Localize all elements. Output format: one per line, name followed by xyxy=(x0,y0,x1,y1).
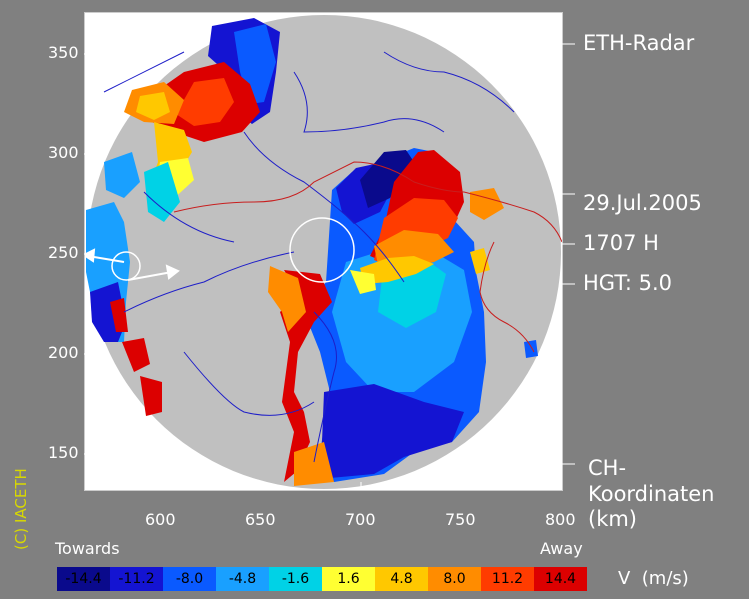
y-tick-150: 150 xyxy=(48,443,79,462)
date-label: 29.Jul.2005 xyxy=(583,191,702,215)
radar-title: ETH-Radar xyxy=(583,31,695,55)
colorbar-bin: -8.0 xyxy=(163,567,216,591)
x-tick-650: 650 xyxy=(245,510,276,529)
wind-arrows xyxy=(84,248,180,281)
radar-plot xyxy=(84,12,563,491)
radar-map xyxy=(84,15,563,489)
height-label: HGT: 5.0 xyxy=(583,271,672,295)
colorbar-bin: -14.4 xyxy=(57,567,110,591)
y-tick-200: 200 xyxy=(48,343,79,362)
border-lines xyxy=(173,161,563,353)
colorbar-bin: 11.2 xyxy=(481,567,534,591)
colorbar-bin: -1.6 xyxy=(269,567,322,591)
copyright-label: (C) IACETH xyxy=(12,468,30,550)
radar-location-ring xyxy=(289,217,355,283)
secondary-radar-ring xyxy=(111,251,141,281)
colorbar-bin: 14.4 xyxy=(534,567,587,591)
plot-frame xyxy=(84,12,563,491)
away-label: Away xyxy=(540,539,583,558)
colorbar-bin: 4.8 xyxy=(375,567,428,591)
x-tick-700: 700 xyxy=(345,510,376,529)
x-tick-750: 750 xyxy=(445,510,476,529)
colorbar-bin: -4.8 xyxy=(216,567,269,591)
colorbar-quantity: V (m/s) xyxy=(618,568,689,589)
x-tick-800: 800 xyxy=(545,510,576,529)
x-tick-600: 600 xyxy=(145,510,176,529)
river-lines xyxy=(103,51,515,463)
velocity-field xyxy=(86,18,538,486)
y-tick-350: 350 xyxy=(48,43,79,62)
towards-label: Towards xyxy=(55,539,120,558)
colorbar-bin: -11.2 xyxy=(110,567,163,591)
colorbar-bin: 8.0 xyxy=(428,567,481,591)
units-line-3: (km) xyxy=(588,507,638,531)
y-tick-300: 300 xyxy=(48,143,79,162)
time-label: 1707 H xyxy=(583,231,659,255)
y-tick-250: 250 xyxy=(48,243,79,262)
units-line-1: CH- xyxy=(588,456,627,480)
colorbar-bin: 1.6 xyxy=(322,567,375,591)
units-line-2: Koordinaten xyxy=(588,482,715,506)
